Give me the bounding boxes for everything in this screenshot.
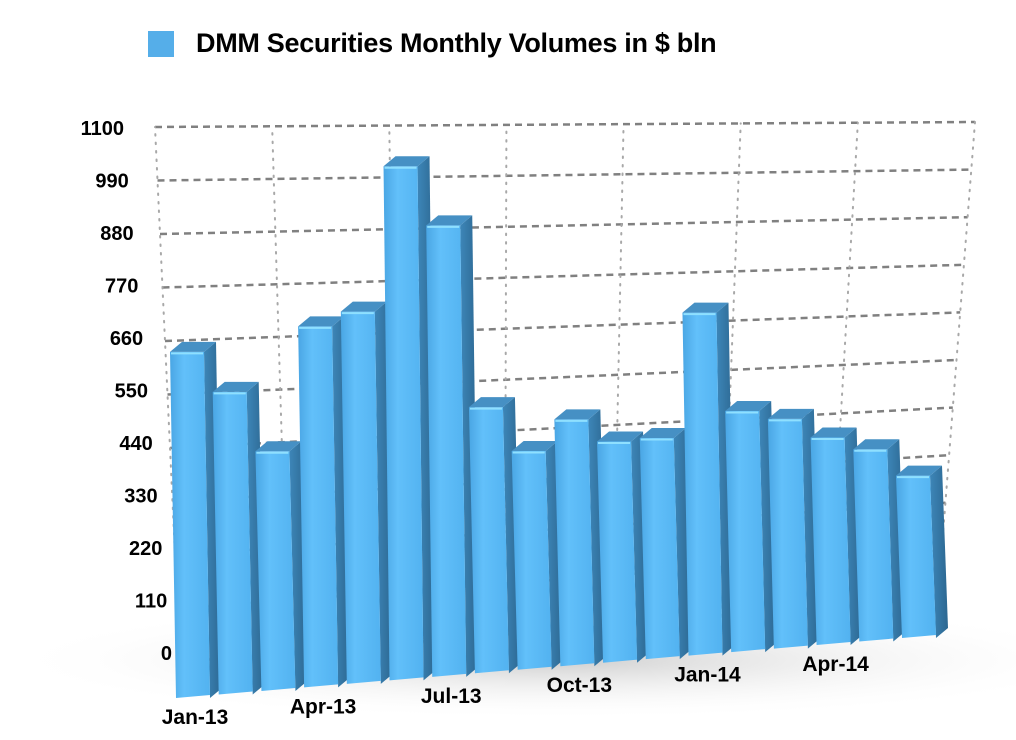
bar-front <box>810 437 851 646</box>
bar <box>255 441 308 691</box>
bar-front <box>212 391 253 695</box>
bar-front <box>255 451 296 691</box>
bar-front <box>725 410 766 653</box>
x-tick-label: Oct-13 <box>547 674 612 697</box>
grid-line-h <box>157 168 972 182</box>
bar-top <box>767 408 814 419</box>
x-tick-label: Jul-13 <box>421 685 482 708</box>
y-tick-label: 990 <box>95 171 128 193</box>
bar-side <box>930 465 948 638</box>
y-tick-label: 220 <box>129 538 162 560</box>
bar-front <box>170 351 210 698</box>
bar-front <box>682 312 723 656</box>
bar-top <box>170 341 216 352</box>
y-tick-label: 0 <box>161 643 172 665</box>
x-tick-label: Apr-14 <box>802 653 869 676</box>
bar-front <box>511 450 552 670</box>
grid-line-h <box>159 215 968 236</box>
bar-top <box>810 427 857 438</box>
bar-top <box>255 441 302 452</box>
grid-line-h <box>164 311 961 343</box>
y-tick-label: 440 <box>119 433 152 455</box>
bar-top <box>212 381 259 392</box>
bar-front <box>597 441 638 663</box>
grid-line-h <box>167 358 957 396</box>
bar <box>853 439 906 642</box>
bar-top <box>511 440 558 451</box>
y-tick-label: 660 <box>110 328 143 350</box>
bar-top <box>725 400 772 411</box>
bar <box>639 427 692 660</box>
bar-top <box>468 397 515 408</box>
bar-front <box>340 311 381 684</box>
legend-swatch <box>148 30 174 57</box>
bar <box>468 397 521 674</box>
y-tick-label: 110 <box>135 591 167 613</box>
grid-line-h <box>169 406 953 450</box>
y-tick-label: 770 <box>105 276 138 298</box>
y-tick-label: 550 <box>115 381 148 403</box>
x-axis: Jan-13 Apr-13 Jul-13 Oct-13 Jan-14 Apr-14 <box>162 653 869 729</box>
y-tick-label: 1100 <box>81 118 124 140</box>
bar-top <box>639 427 686 438</box>
bar <box>340 301 393 684</box>
bar-front <box>896 475 936 638</box>
bar-top <box>853 439 900 450</box>
bar-front <box>298 326 339 688</box>
x-tick-label: Apr-13 <box>290 695 357 718</box>
grid-line-v <box>720 122 742 618</box>
bar <box>212 381 265 695</box>
legend-label: DMM Securities Monthly Volumes in $ bln <box>196 28 717 58</box>
bar-front <box>853 449 894 642</box>
bar <box>682 302 735 656</box>
bar-front <box>639 437 680 660</box>
bar-front <box>426 225 467 677</box>
bar-front <box>767 418 808 649</box>
bar-front <box>468 407 509 674</box>
bars <box>170 156 948 698</box>
bar-top <box>554 409 601 420</box>
bar <box>426 215 479 677</box>
bar-top <box>896 465 942 476</box>
legend: DMM Securities Monthly Volumes in $ bln <box>148 28 717 59</box>
grid-line-v <box>937 121 976 599</box>
bar-top <box>426 215 473 226</box>
x-tick-label: Jan-13 <box>162 706 229 729</box>
bar-top <box>383 156 430 167</box>
bar-front <box>383 166 424 681</box>
y-tick-label: 330 <box>124 486 157 508</box>
bar <box>896 465 948 638</box>
bar-front <box>554 419 595 667</box>
grid-line-h <box>154 120 976 129</box>
bar-top <box>298 316 345 327</box>
bar-top <box>597 431 644 442</box>
bar-top <box>682 302 729 313</box>
grid-line-h <box>162 263 964 289</box>
x-tick-label: Jan-14 <box>674 664 741 687</box>
bar-top <box>340 301 387 312</box>
grid-line-v <box>271 125 290 654</box>
y-axis: 0 110 220 330 440 550 660 770 880 990 1100 <box>81 118 172 665</box>
grid-line-v <box>612 123 625 627</box>
y-tick-label: 880 <box>100 223 133 245</box>
